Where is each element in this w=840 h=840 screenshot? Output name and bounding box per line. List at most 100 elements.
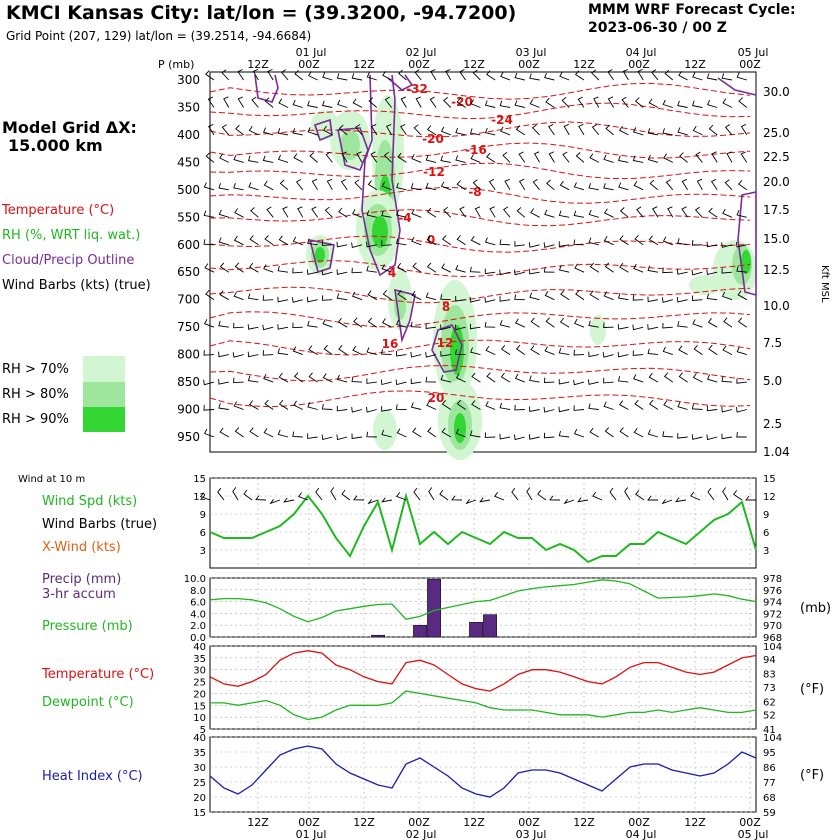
wind-barb-367 xyxy=(707,318,718,328)
wind-barb-489 xyxy=(321,434,333,440)
wind-barb-391 xyxy=(515,344,526,355)
wind-barb-42 xyxy=(278,98,289,108)
temp-ytick-5: 30 xyxy=(193,666,206,677)
wind-barb-106 xyxy=(677,127,688,136)
isotherm-label-13: 20 xyxy=(428,391,445,405)
wind10-barb-26 xyxy=(563,499,575,505)
wind-barb-351 xyxy=(469,323,481,330)
wind-barb-91 xyxy=(455,127,466,136)
wind-barb-24 xyxy=(559,71,570,81)
wind-barb-148 xyxy=(203,182,215,191)
wind-barb-313 xyxy=(455,296,466,302)
kft-axis-title: Kft MSL xyxy=(819,265,830,303)
top-hour-8: 12Z xyxy=(684,58,706,71)
wind-barb-496 xyxy=(427,427,437,438)
rh-region-23 xyxy=(590,315,606,345)
wind-barb-328 xyxy=(676,296,688,303)
wind-barb-362 xyxy=(632,324,644,331)
wind10-barb-31 xyxy=(635,490,645,501)
wind-barb-70 xyxy=(692,100,703,108)
wind-barb-55 xyxy=(470,99,481,108)
wind-barb-88 xyxy=(413,124,422,136)
temp-ftick-5: 94 xyxy=(763,655,776,666)
wind-barb-258 xyxy=(736,241,747,248)
wind-barb-319 xyxy=(544,290,555,301)
wind-barb-488 xyxy=(307,433,318,439)
top-date-4: 05 Jul xyxy=(738,46,769,59)
wind-barb-339 xyxy=(292,322,303,329)
wind-barb-173 xyxy=(573,182,585,191)
heat-ftick-1: 68 xyxy=(763,793,776,804)
wind-barb-51 xyxy=(415,96,422,108)
precip-bar-15 xyxy=(413,624,427,638)
wind-barb-396 xyxy=(588,351,599,358)
wind-barb-129 xyxy=(470,154,481,163)
wind-barb-419 xyxy=(380,379,392,386)
wind-barb-205 xyxy=(503,206,511,218)
pressure-tick-13: 950 xyxy=(177,430,200,444)
wind-barb-25 xyxy=(574,70,585,81)
wind-barb-277 xyxy=(469,266,481,273)
wind-barb-330 xyxy=(706,293,718,301)
bottom-hour-9: 00Z xyxy=(739,816,761,829)
wind-barb-400 xyxy=(647,348,659,356)
wind-barb-374 xyxy=(262,350,274,356)
wind10-title: Wind at 10 m xyxy=(18,474,86,485)
temp-ftick-1: 52 xyxy=(763,711,776,722)
wind-barb-336 xyxy=(247,324,259,330)
cloud-outline-6 xyxy=(394,288,416,344)
bottom-date-2: 03 Jul xyxy=(516,828,547,840)
wind-barb-416 xyxy=(336,374,348,383)
top-hour-2: 12Z xyxy=(353,58,375,71)
wind-barb-405 xyxy=(722,345,733,355)
wind10-barb-18 xyxy=(451,495,463,501)
wind-barb-228 xyxy=(292,236,303,246)
wind10-barb-21 xyxy=(493,492,505,501)
pressure-tick-4: 500 xyxy=(177,183,200,197)
wind-barb-83 xyxy=(338,124,348,136)
legend-rh70: RH > 70% xyxy=(2,362,69,377)
wind-ytick-left-4: 15 xyxy=(193,474,206,485)
wind10-barb-0 xyxy=(199,492,211,501)
legend-rh90: RH > 90% xyxy=(2,412,69,427)
wind-barb-358 xyxy=(574,318,585,328)
wind-barb-195 xyxy=(352,209,363,218)
wind-barb-345 xyxy=(381,318,392,328)
wind-barb-406 xyxy=(736,346,747,356)
precip-ytick-2: 4.0 xyxy=(190,609,206,620)
wind-barb-472 xyxy=(619,400,629,410)
rh-region-25 xyxy=(373,410,397,450)
wind-barb-505 xyxy=(558,430,570,438)
wind-barb-459 xyxy=(426,400,437,410)
wind-barb-335 xyxy=(233,322,244,329)
wind-barb-215 xyxy=(652,206,659,218)
isotherm-line-8 xyxy=(209,260,751,278)
wind-barb-359 xyxy=(588,320,599,328)
isotherm-label-0: -32 xyxy=(406,82,428,96)
wind-barb-167 xyxy=(488,178,496,191)
wind-barb-259 xyxy=(204,263,215,273)
wind-barb-76 xyxy=(235,124,244,136)
wind-barb-174 xyxy=(588,183,599,191)
heat-ytick-5: 40 xyxy=(193,733,206,744)
wind-ytick-right-3: 12 xyxy=(763,492,776,503)
wind-barb-348 xyxy=(425,323,437,330)
wind-barb-231 xyxy=(336,241,348,248)
wind-barb-104 xyxy=(647,128,659,136)
temp-ftick-6: 104 xyxy=(763,642,782,653)
wind-barb-65 xyxy=(621,96,629,108)
legend-pressure: Pressure (mb) xyxy=(42,619,133,634)
wind-barb-410 xyxy=(247,375,259,383)
wind-barb-427 xyxy=(500,372,511,383)
wind-barb-468 xyxy=(558,406,570,413)
rh-region-10 xyxy=(315,247,325,263)
wind-barb-268 xyxy=(336,269,348,275)
rh-region-22 xyxy=(689,275,721,295)
wind-barb-392 xyxy=(530,345,540,355)
wind-barb-27 xyxy=(607,69,614,81)
wind-barb-350 xyxy=(454,324,466,331)
pressure-tick-7: 650 xyxy=(177,265,200,279)
temp-ytick-2: 15 xyxy=(193,701,206,712)
wind-barb-264 xyxy=(277,265,289,273)
wind-barb-168 xyxy=(504,178,511,191)
